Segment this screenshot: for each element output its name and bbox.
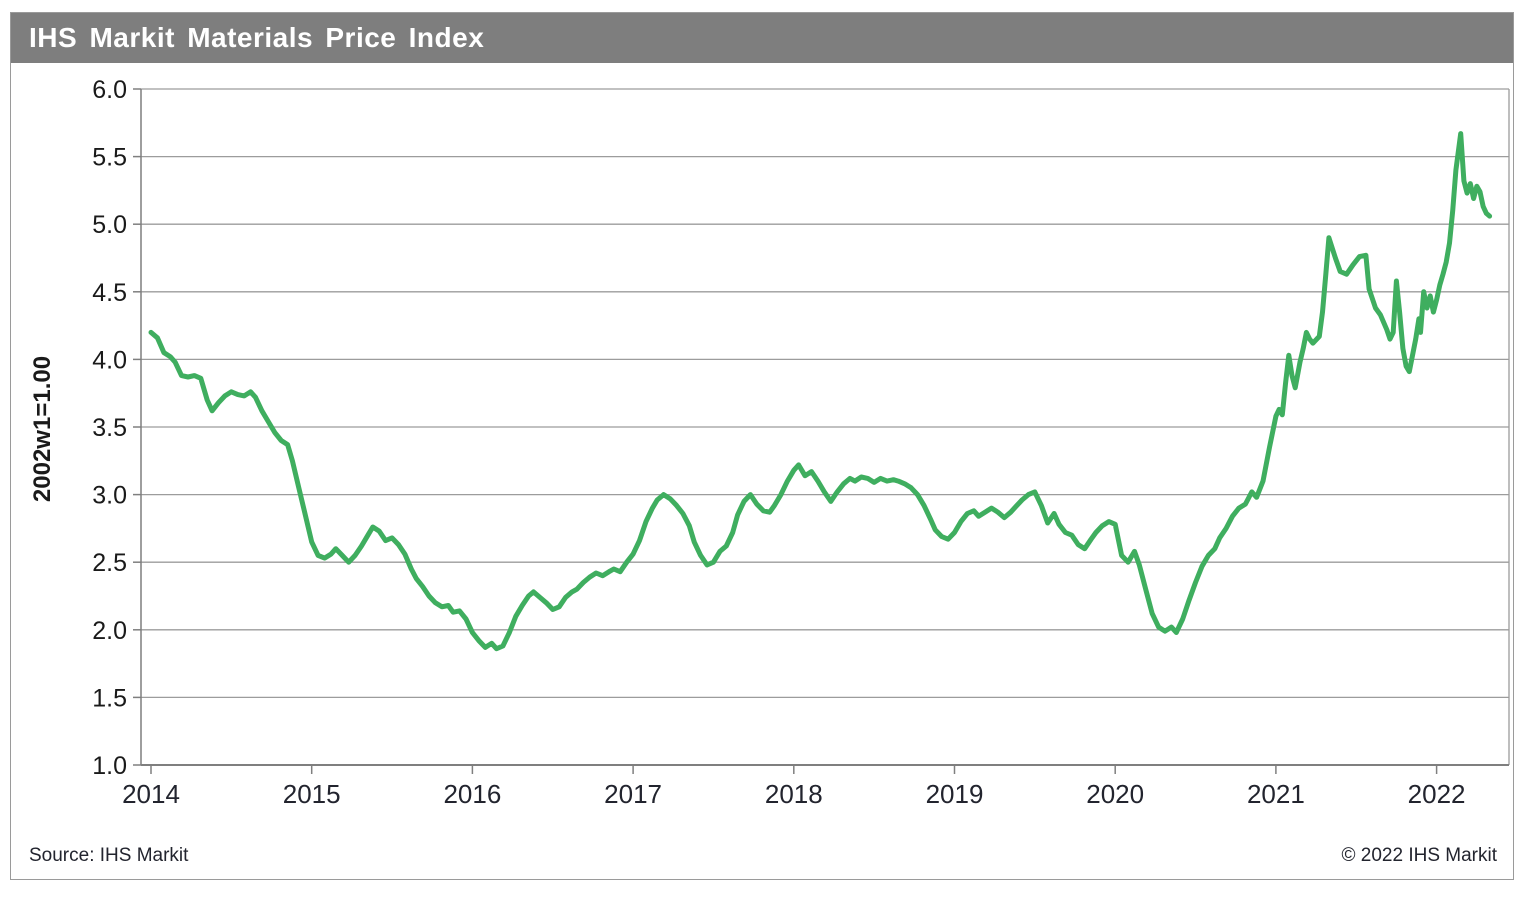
y-tick-label-1.5: 1.5: [92, 684, 127, 712]
materials-price-index-line: [148, 131, 1493, 652]
x-tick-label-2017: 2017: [604, 779, 662, 809]
x-tick-label-2019: 2019: [926, 779, 984, 809]
y-tick-label-3.5: 3.5: [92, 414, 127, 442]
y-tick-label-5.0: 5.0: [92, 211, 127, 239]
y-tick-label-2.5: 2.5: [92, 549, 127, 577]
copyright-note: © 2022 IHS Markit: [1341, 845, 1498, 866]
chart-body: 6.0 5.5 5.0 4.5 4.0 3.5 3.0 2.5 2.0 1.5 1.0 2014 201…: [11, 63, 1513, 879]
x-tick-label-2014: 2014: [122, 779, 180, 809]
y-tick-label-5.5: 5.5: [92, 144, 127, 172]
y-tick-label-4.0: 4.0: [92, 346, 127, 374]
y-tick-label-2.0: 2.0: [92, 617, 127, 645]
y-tick-label-4.5: 4.5: [92, 279, 127, 307]
chart-title-bar: IHS Markit Materials Price Index: [11, 13, 1513, 63]
y-tick-label-3.0: 3.0: [92, 482, 127, 510]
chart-title: IHS Markit Materials Price Index: [29, 22, 485, 53]
chart-figure: IHS Markit Materials Price Index 6.0 5.5 5…: [10, 12, 1514, 880]
x-tick-label-2022: 2022: [1408, 779, 1466, 809]
y-tick-label-6.0: 6.0: [92, 76, 127, 104]
x-tick-label-2018: 2018: [765, 779, 823, 809]
x-tick-label-2016: 2016: [443, 779, 501, 809]
x-tick-label-2021: 2021: [1247, 779, 1305, 809]
x-tick-label-2015: 2015: [283, 779, 341, 809]
source-note: Source: IHS Markit: [29, 845, 189, 866]
x-tick-label-2020: 2020: [1086, 779, 1144, 809]
y-tick-label-1.0: 1.0: [92, 752, 127, 780]
